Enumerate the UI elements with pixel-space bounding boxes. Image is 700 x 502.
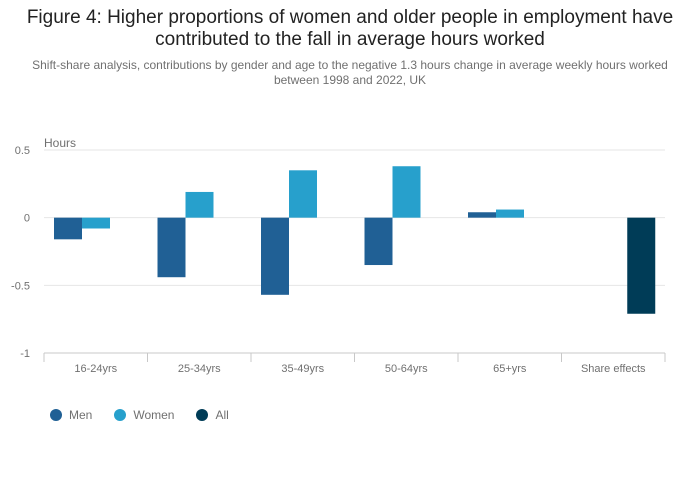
- chart-subtitle: Shift-share analysis, contributions by g…: [32, 58, 668, 87]
- x-tick-label: 25-34yrs: [178, 363, 221, 375]
- legend-item-all[interactable]: All: [196, 408, 229, 422]
- bar-men-65-yrs[interactable]: [468, 212, 496, 218]
- x-tick-label: 16-24yrs: [74, 363, 117, 375]
- legend: Men Women All: [50, 408, 251, 422]
- bar-women-65-yrs[interactable]: [496, 209, 524, 218]
- bar-chart: 0.5 0 -0.5 -1 Hours 16-24yrs 25-34yrs 35-49yr…: [11, 136, 666, 375]
- gridlines: [44, 149, 665, 286]
- bar-men-35-49yrs[interactable]: [261, 217, 289, 295]
- y-axis-label: Hours: [44, 136, 76, 150]
- bar-women-25-34yrs[interactable]: [185, 191, 214, 218]
- y-tick-label: -0.5: [11, 280, 30, 292]
- bar-all-share-effects[interactable]: [627, 217, 656, 314]
- bar-men-25-34yrs[interactable]: [157, 217, 186, 278]
- legend-swatch: [196, 409, 209, 421]
- legend-swatch: [50, 409, 62, 421]
- x-tick-label: 35-49yrs: [281, 363, 324, 375]
- y-axis-ticks: 0.5 0 -0.5 -1: [11, 145, 30, 360]
- legend-label: All: [215, 408, 229, 422]
- legend-label: Men: [69, 408, 93, 422]
- chart-title: Figure 4: Higher proportions of women an…: [26, 7, 674, 50]
- legend-item-women[interactable]: Women: [114, 408, 174, 422]
- bar-women-16-24yrs[interactable]: [82, 217, 110, 229]
- legend-swatch: [114, 409, 127, 421]
- bars: [54, 166, 656, 314]
- x-tick-label: Share effects: [581, 363, 646, 375]
- x-tick-label: 65+yrs: [493, 363, 527, 375]
- bar-women-35-49yrs[interactable]: [289, 170, 317, 218]
- x-tick-label: 50-64yrs: [385, 363, 428, 375]
- bar-men-16-24yrs[interactable]: [54, 217, 82, 240]
- y-tick-label: 0.5: [15, 145, 30, 157]
- y-tick-label: 0: [24, 213, 30, 225]
- bar-men-50-64yrs[interactable]: [364, 217, 393, 266]
- y-tick-label: -1: [20, 348, 30, 360]
- legend-label: Women: [133, 408, 175, 422]
- x-axis: 16-24yrs 25-34yrs 35-49yrs 50-64yrs 65+yrs Sh…: [43, 352, 666, 375]
- legend-item-men[interactable]: Men: [50, 408, 92, 422]
- bar-women-50-64yrs[interactable]: [392, 166, 421, 218]
